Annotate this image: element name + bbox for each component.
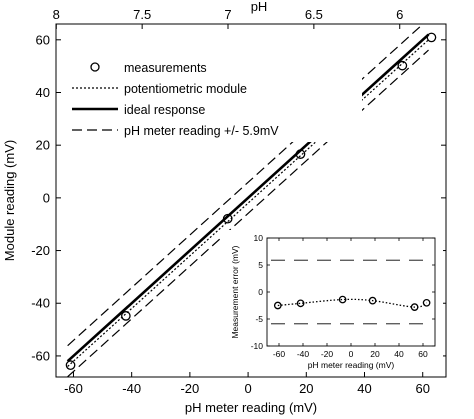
data-point-measurement bbox=[295, 149, 306, 159]
y-axis-label: Module reading (mV) bbox=[2, 140, 17, 261]
legend-box bbox=[62, 56, 362, 142]
inset-plot: -60 -40 -20 0 20 40 60 -10 -5 0 5 10 pH meter readin… bbox=[222, 230, 443, 372]
data-point-measurement bbox=[121, 311, 131, 321]
legend-entry-measurements: measurements bbox=[90, 61, 207, 75]
inset-data-point bbox=[296, 299, 305, 308]
data-point-measurement bbox=[426, 32, 437, 43]
inset-data-point bbox=[273, 301, 282, 310]
x-tick-label: -20 bbox=[180, 381, 199, 396]
series-line-ideal-response bbox=[66, 33, 430, 363]
legend-entry-potentiometric-module: potentiometric module bbox=[72, 82, 247, 96]
inset-y-tick-label: -5 bbox=[255, 314, 263, 324]
inset-y-axis-label: Measurement error (mV) bbox=[230, 245, 240, 338]
main-plot-frame bbox=[55, 23, 447, 378]
inset-y-tick-label: -10 bbox=[251, 341, 264, 351]
y-tick-label: 40 bbox=[36, 85, 50, 100]
inset-x-tick-label: 40 bbox=[394, 349, 404, 359]
inset-data-point bbox=[338, 295, 347, 304]
x-tick-label: -60 bbox=[64, 381, 83, 396]
main-plot: -60 -40 -20 0 20 40 60 -60 -40 -20 0 20 40 60 6 6.5 7 7.5… bbox=[2, 0, 447, 415]
top-x-tick-label: 8 bbox=[53, 7, 60, 22]
inset-x-tick-label: 0 bbox=[349, 349, 354, 359]
legend-label-potentiometric-module: potentiometric module bbox=[124, 82, 247, 96]
top-x-tick-label: 7.5 bbox=[133, 7, 151, 22]
y-tick-label: -20 bbox=[31, 243, 50, 258]
inset-y-tick-label: 0 bbox=[258, 287, 263, 297]
inset-x-axis-label: pH meter reading (mV) bbox=[308, 360, 395, 370]
legend-label-ph-meter-range: pH meter reading +/- 5.9mV bbox=[124, 124, 279, 138]
inset-x-tick-label: 60 bbox=[418, 349, 428, 359]
x-tick-label: 20 bbox=[299, 381, 313, 396]
legend-entry-ph-meter-range: pH meter reading +/- 5.9mV bbox=[72, 124, 279, 138]
x-axis-label: pH meter reading (mV) bbox=[185, 400, 317, 415]
inset-x-tick-label: -60 bbox=[273, 349, 286, 359]
top-x-axis-label: pH bbox=[251, 0, 268, 14]
x-tick-label: 0 bbox=[244, 381, 251, 396]
inset-data-point bbox=[368, 296, 377, 305]
legend-label-measurements: measurements bbox=[124, 61, 207, 75]
top-x-tick-label: 6.5 bbox=[305, 7, 323, 22]
legend-label-ideal-response: ideal response bbox=[124, 103, 205, 117]
inset-y-tick-label: 5 bbox=[258, 260, 263, 270]
series-line-lower-limit bbox=[67, 49, 429, 377]
top-x-tick-label: 7 bbox=[224, 7, 231, 22]
inset-x-tick-label: -20 bbox=[321, 349, 334, 359]
x-tick-label: 60 bbox=[415, 381, 429, 396]
x-tick-label: -40 bbox=[122, 381, 141, 396]
inset-background bbox=[222, 230, 443, 372]
legend-entry-ideal-response: ideal response bbox=[72, 103, 205, 117]
inset-y-tick-label: 10 bbox=[254, 233, 264, 243]
data-point-measurement bbox=[65, 360, 76, 370]
inset-data-point bbox=[422, 298, 431, 307]
y-tick-label: -60 bbox=[31, 348, 50, 363]
data-point-measurement bbox=[397, 60, 408, 71]
legend: measurements potentiometric module ideal… bbox=[62, 56, 362, 142]
inset-x-tick-label: -40 bbox=[297, 349, 310, 359]
x-tick-label: 40 bbox=[357, 381, 371, 396]
data-point-measurement bbox=[222, 213, 233, 224]
y-tick-label: 0 bbox=[43, 190, 50, 205]
series-line-upper-limit bbox=[67, 24, 424, 347]
y-tick-label: 60 bbox=[36, 32, 50, 47]
top-x-tick-label: 6 bbox=[396, 7, 403, 22]
y-tick-label: -40 bbox=[31, 296, 50, 311]
inset-data-point bbox=[410, 303, 419, 311]
legend-marker-circle bbox=[90, 62, 100, 72]
inset-x-tick-label: 20 bbox=[370, 349, 380, 359]
y-tick-label: 20 bbox=[36, 138, 50, 153]
